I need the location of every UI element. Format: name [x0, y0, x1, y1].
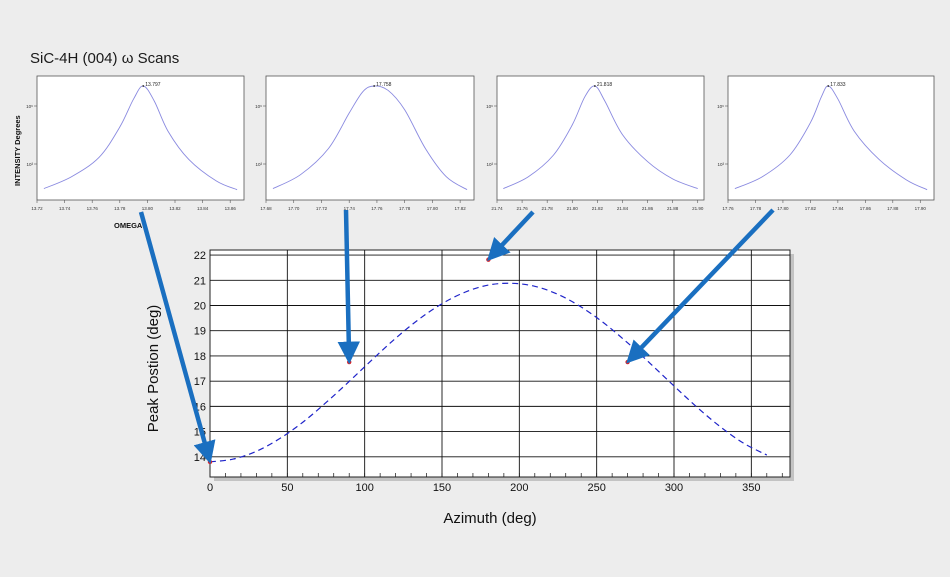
main-data-point: [207, 459, 213, 465]
pointer-arrow: [138, 211, 216, 464]
mini-x-axis-label: OMEGA: [114, 221, 143, 230]
main-y-tick-label: 19: [194, 326, 206, 338]
mini-x-tick-label: 21.82: [592, 206, 604, 211]
main-y-tick-label: 22: [194, 250, 206, 262]
mini-x-tick-label: 21.90: [692, 206, 704, 211]
mini-x-tick-label: 13.76: [87, 206, 99, 211]
mini-x-tick-label: 17.82: [455, 206, 467, 211]
mini-x-tick-label: 17.68: [260, 206, 272, 211]
main-fit-curve: [209, 282, 768, 463]
mini-peak-marker: [373, 85, 376, 87]
main-y-tick-label: 17: [194, 376, 206, 388]
mini-x-tick-label: 13.82: [169, 206, 181, 211]
pointer-arrow: [337, 209, 361, 365]
mini-x-tick-label: 17.80: [777, 206, 789, 211]
mini-x-tick-label: 17.88: [887, 206, 899, 211]
main-x-tick-label: 300: [665, 482, 683, 494]
mini-peak-label: 13.797: [145, 82, 161, 88]
main-x-tick-label: 250: [587, 482, 605, 494]
mini-x-tick-label: 17.78: [399, 206, 411, 211]
mini-x-tick-label: 17.82: [805, 206, 817, 211]
mini-x-tick-label: 21.78: [542, 206, 554, 211]
mini-plot-frame: [727, 75, 935, 201]
mini-x-tick-label: 17.90: [915, 206, 927, 211]
mini-y-tick-label: 10⁶: [717, 104, 724, 109]
main-data-point: [625, 359, 630, 365]
mini-peak-label: 17.833: [830, 82, 846, 88]
mini-plot-frame: [496, 75, 705, 201]
pointer-arrow: [486, 210, 535, 262]
main-y-tick-label: 14: [194, 452, 206, 464]
mini-x-tick-label: 13.86: [225, 206, 237, 211]
mini-x-tick-label: 21.86: [642, 206, 654, 211]
mini-y-axis-label: INTENSITY Degrees: [13, 115, 22, 186]
main-y-axis-label: Peak Postion (deg): [145, 305, 162, 433]
mini-peak-label: 17.758: [376, 82, 392, 88]
mini-x-tick-label: 13.74: [59, 206, 71, 211]
mini-x-tick-label: 21.84: [617, 206, 629, 211]
mini-x-tick-label: 17.70: [288, 206, 300, 211]
mini-y-tick-label: 10³: [255, 162, 262, 167]
main-x-tick-label: 0: [207, 482, 213, 494]
main-x-tick-label: 350: [742, 482, 760, 494]
mini-peak-marker: [593, 85, 596, 87]
mini-y-tick-label: 10⁶: [255, 104, 262, 109]
mini-x-tick-label: 21.76: [516, 206, 528, 211]
mini-x-tick-label: 13.78: [114, 206, 126, 211]
main-x-tick-label: 100: [355, 482, 373, 494]
mini-x-tick-label: 21.80: [567, 206, 579, 211]
mini-y-tick-label: 10³: [26, 162, 33, 167]
mini-y-tick-label: 10³: [717, 162, 724, 167]
main-y-tick-label: 21: [194, 275, 206, 287]
mini-x-tick-label: 13.80: [142, 206, 154, 211]
main-x-tick-label: 150: [433, 482, 451, 494]
mini-y-tick-label: 10⁶: [486, 104, 493, 109]
mini-x-tick-label: 13.72: [31, 206, 43, 211]
mini-x-tick-label: 17.86: [860, 206, 872, 211]
mini-peak-marker: [827, 85, 830, 87]
main-plot-frame: [209, 249, 791, 478]
mini-peak-marker: [142, 85, 145, 87]
mini-x-tick-label: 17.78: [750, 206, 762, 211]
mini-y-tick-label: 10³: [486, 162, 493, 167]
mini-x-tick-label: 17.80: [427, 206, 439, 211]
main-y-tick-label: 18: [194, 351, 206, 363]
pointer-arrow: [626, 208, 775, 364]
mini-plot-frame: [265, 75, 475, 201]
main-y-tick-label: 20: [194, 300, 206, 312]
main-data-point: [347, 359, 352, 365]
figure-title: SiC-4H (004) ω Scans: [30, 50, 180, 67]
mini-peak-label: 21.818: [597, 82, 613, 88]
main-x-tick-label: 50: [281, 482, 293, 494]
main-data-point: [486, 257, 491, 262]
main-x-axis-label: Azimuth (deg): [443, 510, 536, 527]
mini-x-tick-label: 17.84: [832, 206, 844, 211]
main-x-tick-label: 200: [510, 482, 528, 494]
mini-x-tick-label: 17.74: [344, 206, 356, 211]
mini-x-tick-label: 17.72: [316, 206, 328, 211]
mini-x-tick-label: 21.74: [491, 206, 503, 211]
mini-x-tick-label: 21.88: [667, 206, 679, 211]
mini-x-tick-label: 17.76: [371, 206, 383, 211]
mini-x-tick-label: 13.84: [197, 206, 209, 211]
mini-x-tick-label: 17.76: [722, 206, 734, 211]
mini-plot-frame: [36, 75, 245, 201]
mini-y-tick-label: 10⁶: [26, 104, 33, 109]
